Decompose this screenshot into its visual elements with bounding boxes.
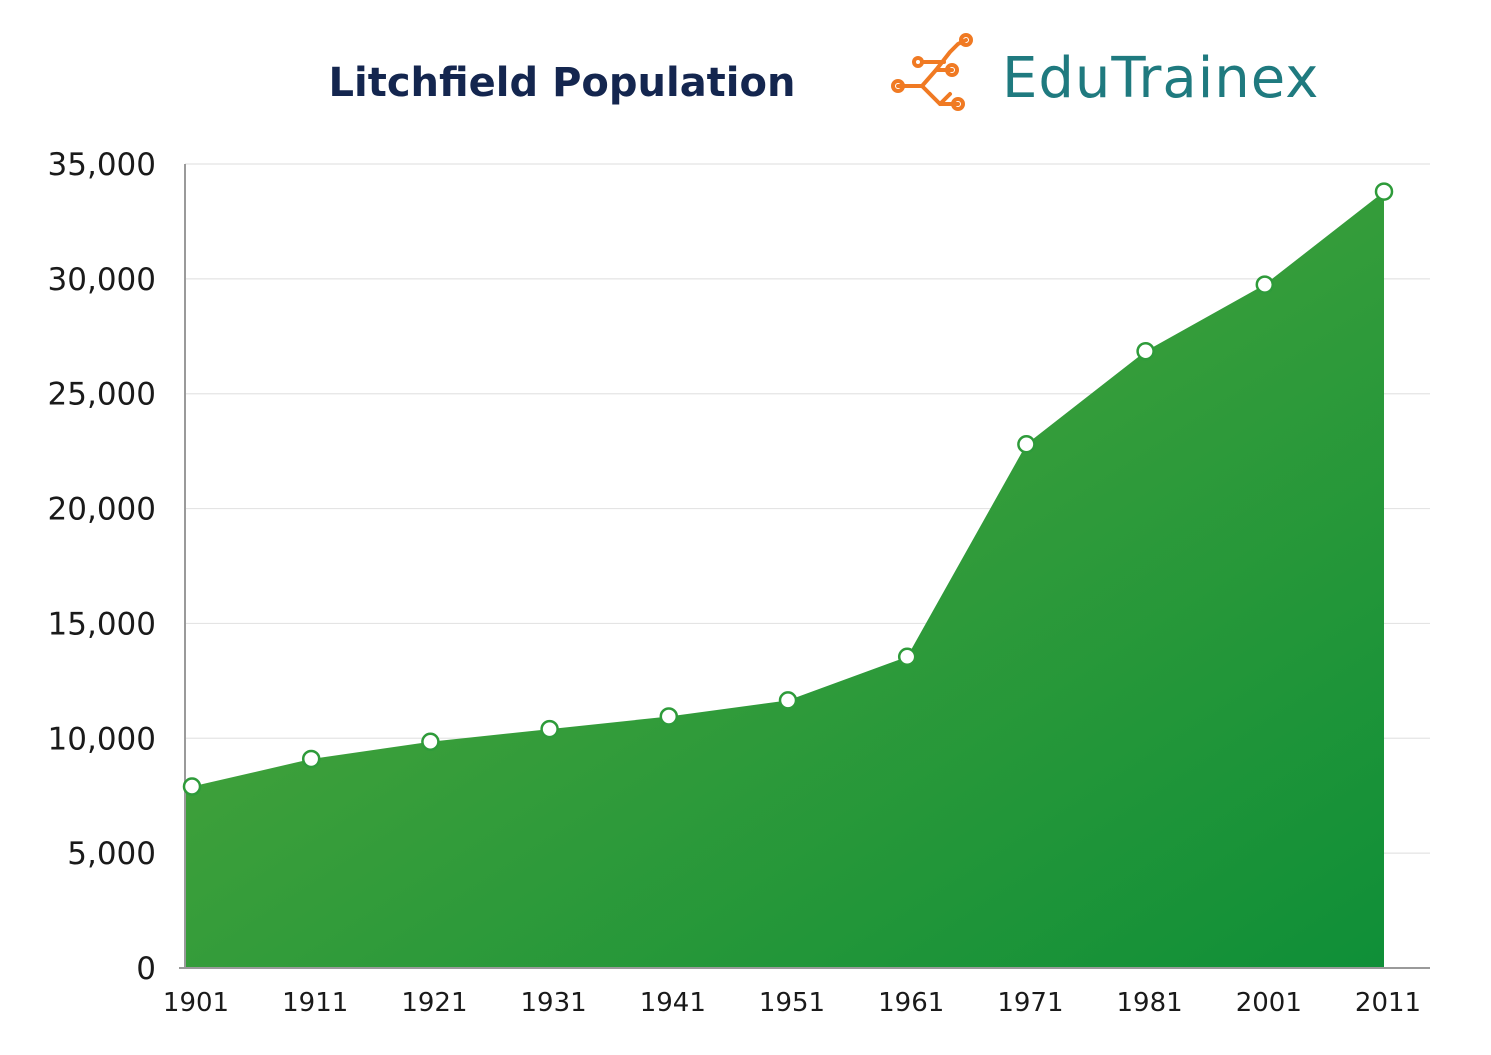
- data-point: [301, 749, 321, 769]
- data-point: [897, 647, 917, 666]
- x-tick-label: 1941: [640, 988, 706, 1018]
- chart-title: Litchfield Population: [329, 60, 796, 106]
- x-tick-label: 1901: [163, 988, 229, 1018]
- brand-logo: EduTrainex: [891, 33, 1319, 111]
- y-tick-label: 35,000: [48, 147, 156, 183]
- data-point: [1136, 341, 1155, 361]
- data-points: [182, 182, 1394, 796]
- x-tick-label: 1951: [759, 988, 825, 1018]
- data-point: [540, 719, 559, 739]
- x-tick-label: 1911: [282, 988, 348, 1018]
- x-tick-label: 1921: [401, 988, 467, 1018]
- data-point: [778, 691, 798, 710]
- x-tick-label: 1961: [878, 988, 944, 1018]
- y-tick-label: 10,000: [48, 721, 156, 757]
- data-point: [659, 707, 679, 726]
- data-point: [1255, 275, 1275, 294]
- brand-name: EduTrainex: [1002, 46, 1319, 111]
- data-point: [1017, 435, 1036, 454]
- area-series: [185, 191, 1384, 968]
- y-tick-label: 25,000: [48, 377, 156, 413]
- x-tick-label: 1971: [997, 988, 1063, 1018]
- y-tick-label: 20,000: [48, 492, 156, 528]
- circuit-node-icon: [891, 33, 973, 111]
- y-tick-label: 15,000: [48, 606, 156, 642]
- x-axis-tick-labels: 1901 1911 1921 1931 1941 1951 1961 1971 1981 2001…: [163, 988, 1421, 1018]
- x-tick-label: 1931: [521, 988, 587, 1018]
- x-tick-label: 1981: [1117, 988, 1183, 1018]
- data-point: [1374, 182, 1394, 201]
- x-tick-label: 2011: [1355, 988, 1421, 1018]
- y-tick-label: 5,000: [67, 836, 156, 872]
- y-tick-label: 0: [136, 951, 156, 987]
- area-fill: [185, 191, 1384, 968]
- x-tick-label: 2001: [1236, 988, 1302, 1018]
- data-point: [182, 777, 202, 796]
- axes: [179, 164, 1430, 969]
- y-tick-label: 30,000: [48, 262, 156, 298]
- y-axis-tick-labels: 0 5,000 10,000 15,000 20,000 25,000 30,000 35,0…: [48, 147, 156, 987]
- data-point: [421, 732, 440, 751]
